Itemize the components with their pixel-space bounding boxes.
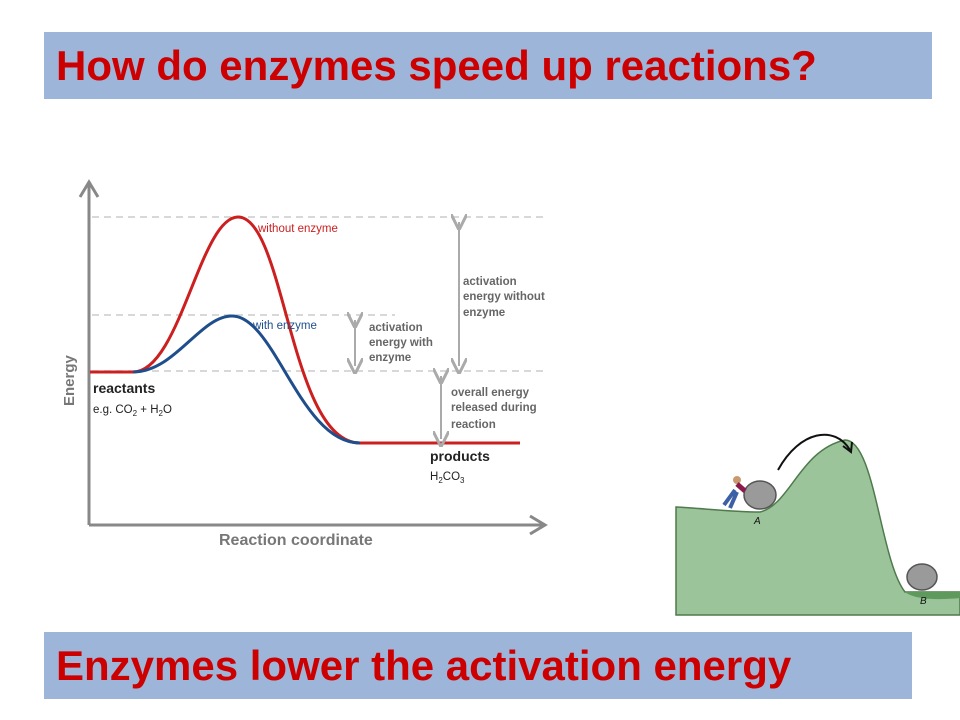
trajectory-arrow-head: [842, 441, 853, 454]
reactants-example: e.g. CO2 + H2O: [93, 404, 172, 418]
hill-shape: [675, 439, 960, 616]
x-axis-arrow: [529, 514, 548, 536]
x-axis-label: Reaction coordinate: [219, 532, 373, 549]
conclusion-banner: Enzymes lower the activation energy: [44, 632, 912, 699]
pushing-person-icon: [722, 476, 747, 509]
products-formula: H2CO3: [430, 471, 465, 485]
annotation-activation-with: activation energy with enzyme: [369, 322, 436, 364]
boulder-a: [743, 480, 777, 510]
annotation-activation-without: activation energy without enzyme: [463, 276, 548, 319]
y-axis-label: Energy: [61, 354, 78, 406]
reactants-label: reactants: [93, 380, 155, 396]
page-title: How do enzymes speed up reactions?: [44, 32, 932, 99]
label-without-enzyme: without enzyme: [257, 223, 338, 235]
y-axis-arrow: [78, 179, 100, 198]
annotation-overall-energy: overall energy released during reaction: [451, 387, 540, 431]
boulder-trajectory-arrow: [777, 433, 851, 471]
boulder-b: [906, 563, 938, 591]
label-b: B: [920, 596, 927, 607]
boulder-hill-illustration: A B: [675, 433, 960, 616]
label-a: A: [753, 516, 761, 527]
curve-without-enzyme: [90, 215, 520, 445]
valley-shadow: [905, 592, 960, 600]
curve-with-enzyme: [132, 314, 361, 445]
products-label: products: [430, 448, 490, 464]
label-with-enzyme: with enzyme: [252, 320, 317, 332]
